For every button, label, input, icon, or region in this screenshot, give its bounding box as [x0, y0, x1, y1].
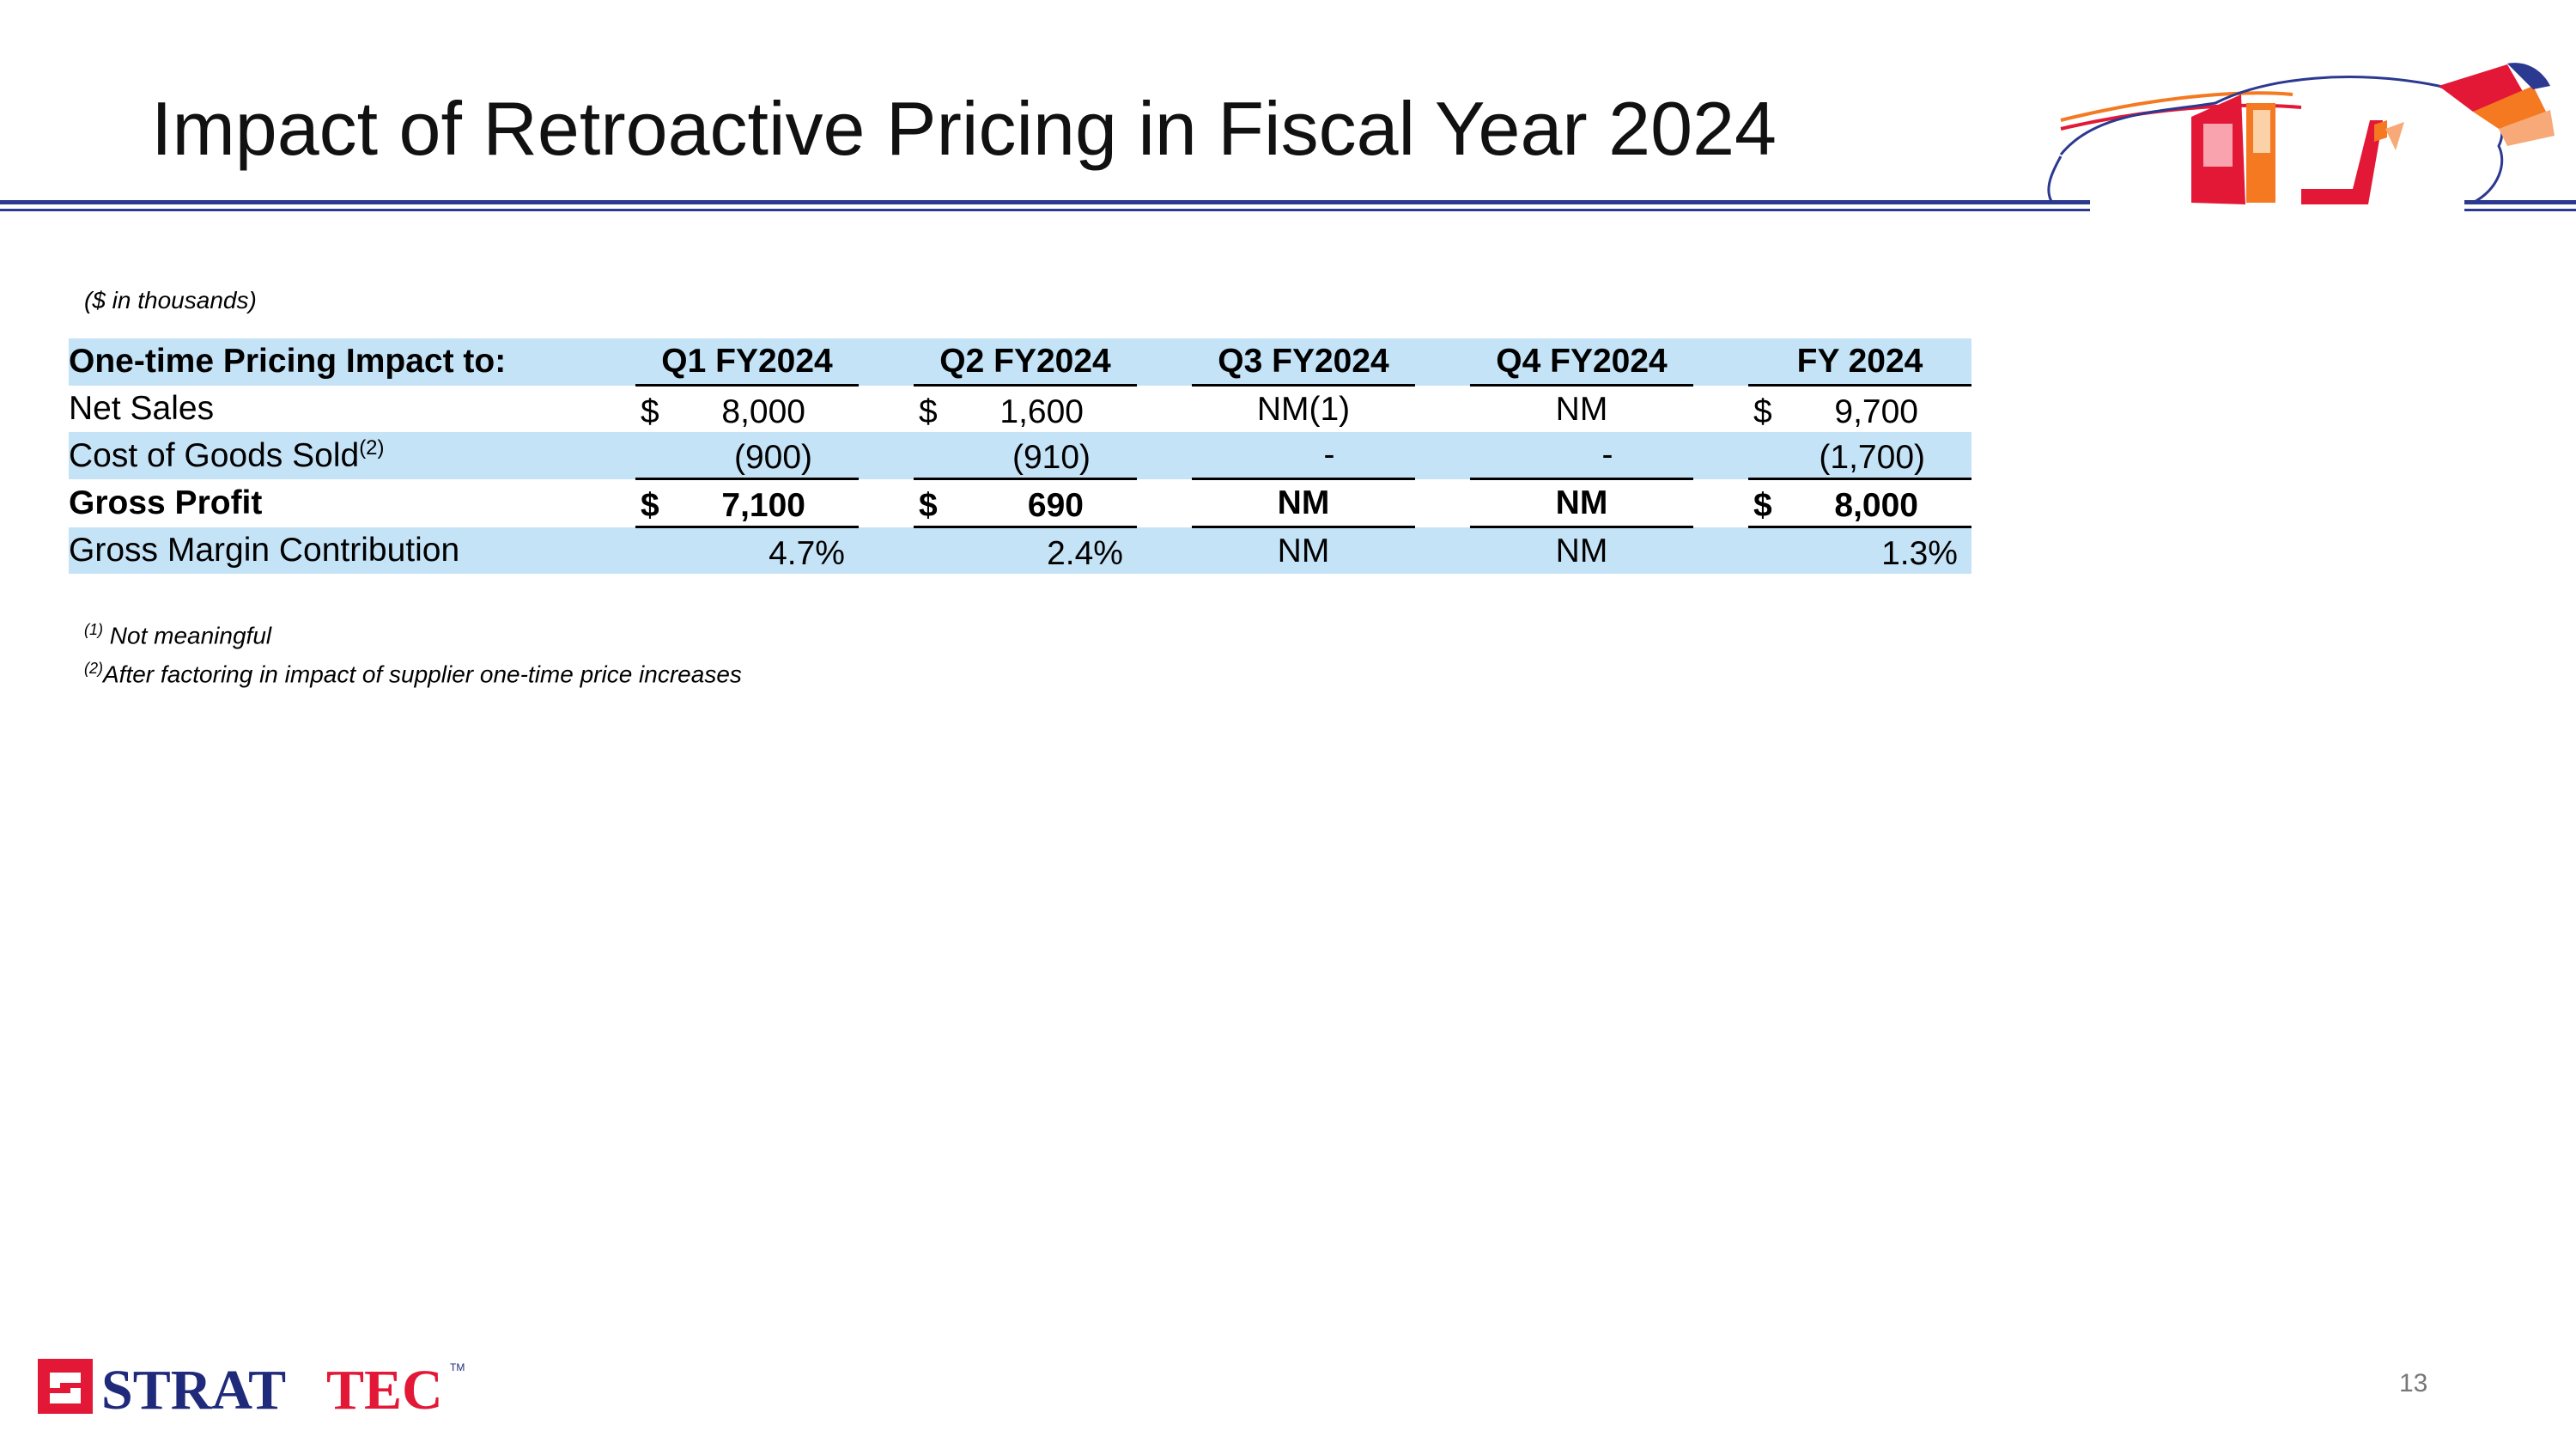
header-fy: FY 2024: [1748, 338, 1971, 387]
cell-value: 4.7%: [769, 535, 845, 572]
header-rule-thin: [0, 209, 2090, 211]
cell-value: (910): [1012, 439, 1091, 476]
currency-symbol: $: [1753, 487, 1772, 524]
units-note: ($ in thousands): [84, 287, 257, 314]
footnote-2: (2)After factoring in impact of supplier…: [84, 660, 742, 688]
currency-symbol: $: [641, 393, 659, 430]
cell-value: NM: [1277, 532, 1330, 569]
header-q2: Q2 FY2024: [914, 338, 1137, 387]
header-q4: Q4 FY2024: [1470, 338, 1693, 387]
cell-value: 2.4%: [1047, 535, 1123, 572]
cell-value: -: [1601, 435, 1613, 473]
cell-value: NM: [1555, 484, 1608, 521]
currency-symbol: $: [919, 487, 938, 524]
header-q1: Q1 FY2024: [635, 338, 859, 387]
svg-text:STRAT: STRAT: [101, 1359, 286, 1419]
row-label: Cost of Goods Sold(2): [69, 432, 635, 479]
automotive-doors-illustration: [2047, 63, 2555, 204]
cell-value: NM: [1277, 484, 1330, 521]
table-row-net-sales: Net Sales $8,000 $1,600 NM(1) NM $9,700: [69, 386, 1971, 433]
table-header-row: One-time Pricing Impact to: Q1 FY2024 Q2…: [69, 338, 1971, 387]
footnote-marker: (2): [359, 435, 385, 460]
currency-symbol: $: [1753, 393, 1772, 430]
cell-value: NM: [1555, 532, 1608, 569]
header-rule-thin-right: [2464, 209, 2576, 211]
currency-symbol: $: [641, 487, 659, 524]
cell-value: 690: [1027, 487, 1084, 524]
header-label: One-time Pricing Impact to:: [69, 338, 635, 386]
cell-value: 7,100: [721, 487, 805, 524]
table-row-gross-margin: Gross Margin Contribution 4.7% 2.4% NM N…: [69, 527, 1971, 574]
cell-value: 8,000: [721, 393, 805, 430]
cell-value: 1.3%: [1881, 535, 1958, 572]
table-row-gross-profit: Gross Profit $7,100 $690 NM NM $8,000: [69, 478, 1971, 528]
currency-symbol: $: [919, 393, 938, 430]
footnotes: (1) Not meaningful (2)After factoring in…: [84, 613, 742, 691]
cell-value: -: [1323, 435, 1335, 473]
cell-value: NM: [1555, 390, 1608, 428]
page-number: 13: [2399, 1369, 2428, 1397]
row-label: Net Sales: [69, 389, 215, 427]
slide-title: Impact of Retroactive Pricing in Fiscal …: [151, 86, 1777, 171]
table-row-cogs: Cost of Goods Sold(2) (900) (910) - - (1…: [69, 432, 1971, 480]
row-label: Gross Profit: [69, 484, 263, 521]
cell-value: 8,000: [1834, 487, 1918, 524]
svg-text:TM: TM: [450, 1361, 465, 1373]
cell-value: NM(1): [1256, 390, 1351, 428]
cell-value: 9,700: [1834, 393, 1918, 430]
svg-text:TEC: TEC: [326, 1359, 443, 1419]
header-q3: Q3 FY2024: [1192, 338, 1415, 387]
header-rule-thick-right: [2464, 200, 2576, 204]
footnote-1: (1) Not meaningful: [84, 621, 272, 649]
strattec-logo: STRAT TEC TM: [38, 1359, 465, 1419]
pricing-impact-table: One-time Pricing Impact to: Q1 FY2024 Q2…: [69, 338, 1971, 574]
cell-value: (900): [733, 439, 812, 476]
row-label: Gross Margin Contribution: [69, 527, 635, 574]
cell-value: (1,700): [1819, 439, 1925, 476]
header-rule-thick: [0, 200, 2090, 204]
cell-value: 1,600: [999, 393, 1084, 430]
